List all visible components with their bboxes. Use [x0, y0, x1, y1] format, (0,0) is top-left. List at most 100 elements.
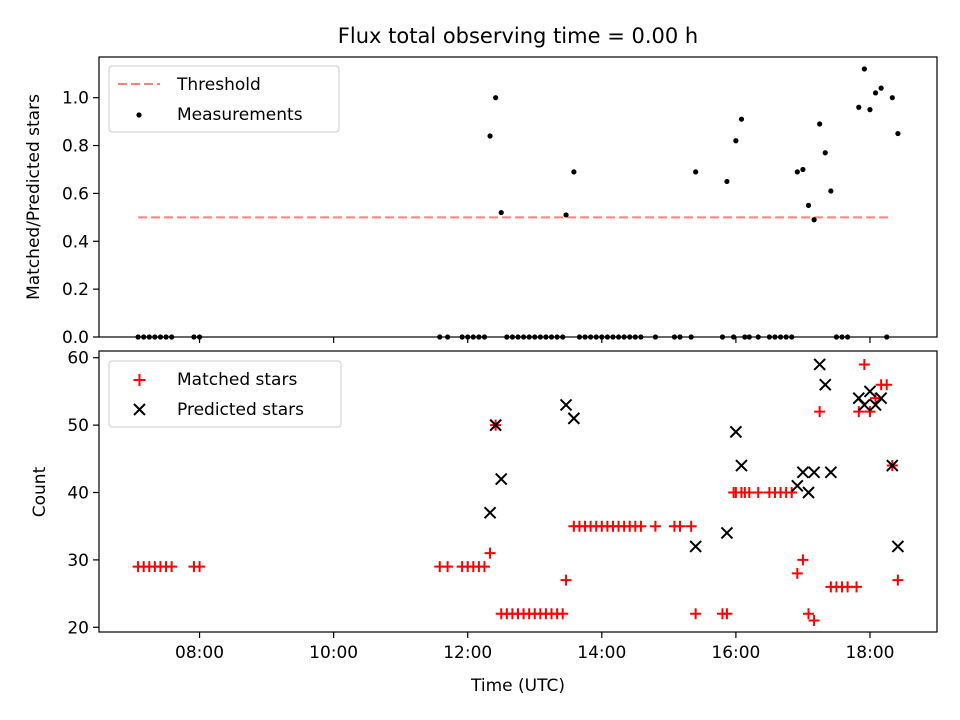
predicted-star-point [483, 506, 497, 519]
measurement-point [828, 188, 834, 194]
matched-star-point [851, 581, 863, 593]
predicted-star-point [791, 479, 804, 492]
predicted-star-point [495, 472, 508, 486]
matched-star-point [560, 574, 572, 586]
matched-star-point [649, 520, 661, 532]
legend-threshold-label: Threshold [176, 75, 261, 95]
count-ytick-label: 20 [67, 618, 89, 638]
matched-star-point [166, 561, 178, 573]
matched-star-point [892, 574, 904, 586]
measurement-point [563, 212, 569, 218]
measurement-point [811, 217, 817, 223]
count-ytick-label: 30 [67, 551, 89, 571]
ratio-ytick-label: 0.0 [62, 328, 89, 348]
predicted-star-point [813, 358, 826, 371]
predicted-star-point [489, 418, 502, 432]
legend-predicted-label: Predicted stars [177, 400, 304, 420]
count-ytick-label: 60 [67, 349, 89, 369]
predicted-star-point [689, 540, 702, 553]
measurement-point [493, 95, 499, 101]
ratio-panel: 0.0 0.2 0.4 0.6 0.8 1.0 Matched/Predicted sta… [24, 56, 938, 348]
ratio-legend: Threshold Measurements [108, 65, 340, 133]
matched-star-point [557, 608, 569, 620]
measurement-point [878, 85, 884, 91]
matched-star-point [786, 487, 798, 499]
ratio-ytick-label: 0.4 [62, 232, 89, 252]
measurement-point [498, 209, 504, 216]
predicted-star-point [886, 459, 899, 472]
predicted-star-point [802, 486, 815, 499]
ratio-axis-ticks: 0.0 0.2 0.4 0.6 0.8 1.0 [62, 89, 99, 348]
measurement-point [895, 130, 901, 137]
matched-star-point [881, 379, 893, 391]
matched-star-point [674, 520, 686, 532]
ratio-legend-box [108, 65, 340, 133]
predicted-star-point [858, 398, 871, 412]
predicted-stars-points [483, 358, 905, 553]
chart-title: Flux total observing time = 0.00 h [338, 24, 698, 48]
matched-star-point [864, 406, 876, 418]
count-ytick-label: 50 [67, 416, 89, 436]
legend-matched-swatch [133, 374, 146, 386]
count-panel: 20 30 40 50 60 Count Matched stars Predicted… [30, 349, 938, 638]
ratio-panel-frame [98, 56, 938, 338]
matched-star-point [791, 567, 803, 579]
count-ytick-label: 40 [67, 484, 89, 504]
x-tick-label: 12:00 [443, 643, 492, 663]
measurement-point [805, 202, 812, 208]
matched-star-point [797, 554, 809, 566]
predicted-star-point [729, 425, 743, 439]
legend-measurements-label: Measurements [177, 105, 303, 125]
ratio-ytick-label: 0.6 [62, 184, 89, 204]
matched-star-point [194, 561, 206, 573]
measurement-point [487, 133, 493, 139]
measurement-point [724, 178, 730, 185]
ratio-ylabel: Matched/Predicted stars [24, 94, 44, 300]
predicted-star-point [720, 526, 734, 540]
measurement-point [571, 169, 577, 175]
measurement-point [817, 121, 823, 127]
measurement-point [867, 107, 873, 113]
measurement-point [733, 138, 739, 144]
predicted-star-point [874, 391, 888, 405]
matched-star-point [853, 406, 865, 418]
count-panel-frame [98, 350, 938, 633]
matched-star-point [721, 608, 733, 620]
x-tick-label: 14:00 [577, 643, 626, 663]
x-axis-label: Time (UTC) [470, 676, 565, 696]
legend-predicted-swatch [133, 403, 146, 416]
matched-star-point [808, 615, 820, 627]
matched-star-point [752, 487, 764, 499]
predicted-star-point [807, 466, 821, 479]
predicted-star-point [735, 459, 748, 472]
matched-stars-points [132, 358, 904, 627]
matched-star-point [858, 358, 870, 370]
matched-star-point [690, 608, 702, 620]
x-tick-label: 16:00 [711, 643, 760, 663]
matched-star-point [870, 392, 882, 404]
matched-star-point [814, 406, 826, 418]
predicted-star-point [559, 398, 573, 412]
measurement-point [889, 95, 895, 101]
x-tick-label: 18:00 [845, 643, 894, 663]
matched-star-point [442, 561, 454, 573]
count-legend-box [108, 360, 342, 428]
count-legend: Matched stars Predicted stars [108, 360, 342, 428]
predicted-star-point [819, 378, 832, 391]
measurement-point [693, 169, 699, 175]
ratio-ytick-label: 0.2 [62, 280, 89, 300]
x-tick-label: 10:00 [309, 643, 358, 663]
predicted-star-point [796, 466, 810, 479]
measurement-point [800, 166, 806, 173]
matched-star-point [685, 520, 697, 532]
legend-matched-label: Matched stars [177, 370, 297, 390]
matched-star-point [803, 608, 815, 620]
x-axis: 08:00 10:00 12:00 14:00 16:00 18:00 [175, 337, 894, 663]
measurement-point [738, 116, 745, 122]
x-tick-label: 08:00 [175, 643, 224, 663]
measurement-point [856, 104, 862, 110]
count-axis-ticks: 20 30 40 50 60 [67, 349, 99, 638]
measurement-point [872, 90, 879, 96]
ratio-ytick-label: 1.0 [62, 89, 89, 109]
count-ylabel: Count [30, 466, 50, 517]
